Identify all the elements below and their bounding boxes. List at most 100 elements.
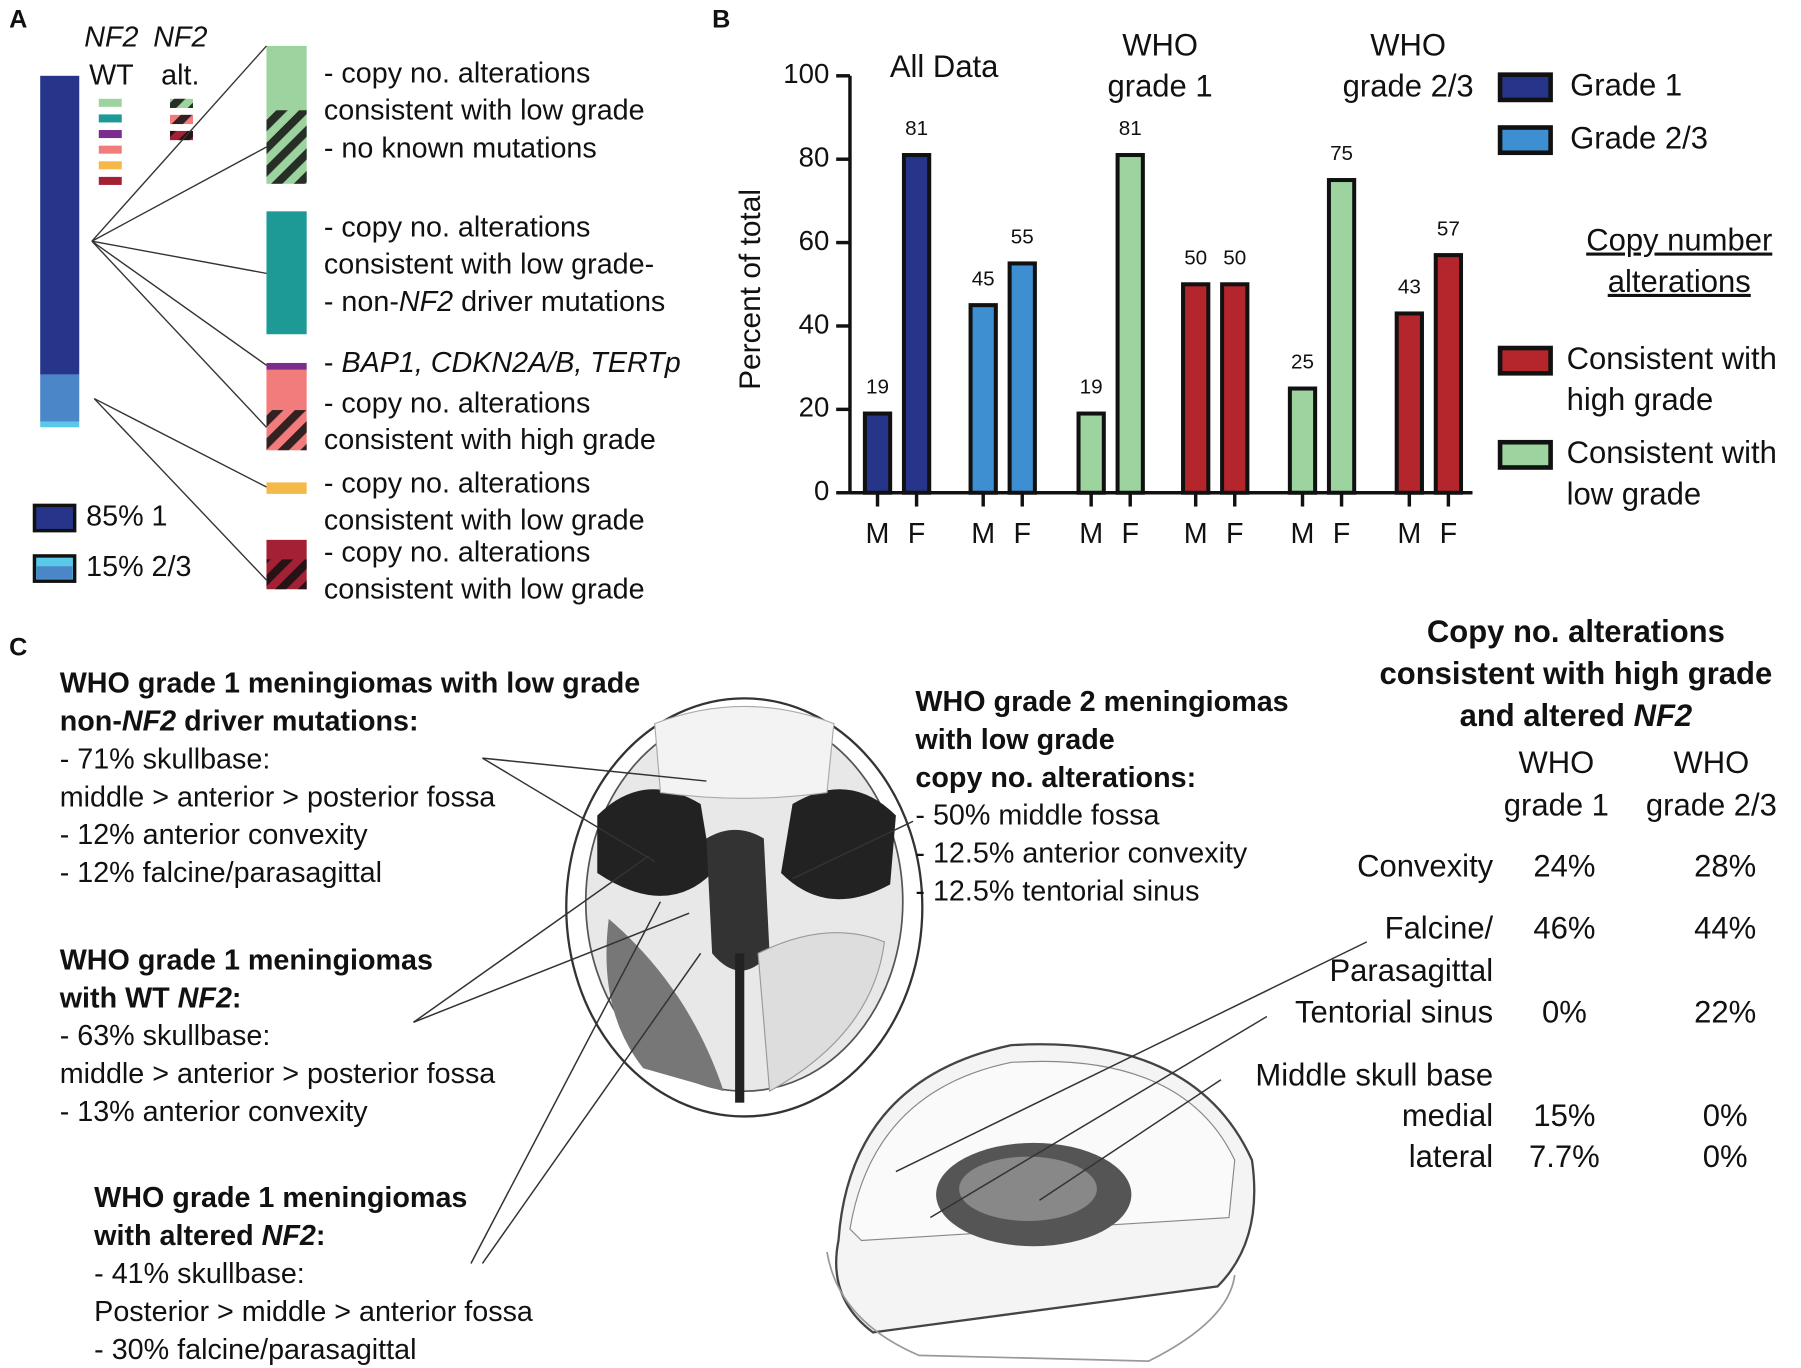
text-segment: - copy no. alterations <box>324 211 590 243</box>
skull-illustration <box>565 697 924 1118</box>
block-heading: with low grade <box>914 723 1114 755</box>
row-label: Middle skull base <box>1255 1058 1493 1093</box>
text-segment: - copy no. alterations <box>324 467 590 499</box>
text-segment: middle > anterior > posterior fossa <box>60 1058 496 1090</box>
connector <box>91 240 267 366</box>
x-tick-label: M <box>866 518 890 550</box>
type-hatch <box>266 110 307 184</box>
table-title: Copy no. alterations <box>1427 614 1725 649</box>
y-tick-label: 20 <box>799 392 830 423</box>
text-segment: consistent with high grade <box>1380 656 1773 691</box>
row-label: Convexity <box>1357 849 1494 884</box>
legend-swatch <box>32 503 77 533</box>
value-label: 57 <box>1437 217 1460 240</box>
group-label: WHO <box>1370 27 1446 62</box>
value-label: 45 <box>972 267 995 290</box>
legend-label: Grade 2/3 <box>1570 120 1708 155</box>
text-segment: WHO grade 1 meningiomas with low grade <box>60 667 641 699</box>
x-tick-label: M <box>1397 518 1421 550</box>
text-segment: BAP1, CDKN2A/B, TERTp <box>341 347 680 379</box>
column-header: NF2 <box>84 22 138 54</box>
text-segment: consistent with high grade <box>324 424 656 456</box>
text-segment: non- <box>60 705 122 737</box>
block-heading: WHO grade 2 meningiomas <box>915 686 1288 718</box>
y-tick-label: 0 <box>814 475 829 506</box>
row-label: Falcine/ <box>1385 911 1494 946</box>
alt-hatch <box>169 98 193 108</box>
alt-hatch <box>169 114 193 125</box>
value-label: 43 <box>1398 276 1421 299</box>
bar <box>1287 386 1318 495</box>
description-line: consistent with high grade <box>324 424 656 456</box>
text-segment: consistent with low grade- <box>324 248 654 280</box>
legend-label: 85% 1 <box>86 501 167 533</box>
x-tick-label: F <box>1121 518 1139 550</box>
text-segment: - 12% anterior convexity <box>60 819 369 851</box>
block-item: Posterior > middle > anterior fossa <box>94 1295 533 1327</box>
group-label: WHO <box>1122 27 1198 62</box>
bar <box>968 303 998 495</box>
text-segment: - 12.5% anterior convexity <box>915 837 1247 869</box>
text-segment: driver mutations: <box>176 705 418 737</box>
text-segment: WHO grade 1 meningiomas <box>60 944 433 976</box>
text-segment: NF2 <box>178 982 232 1014</box>
text-segment: - no known mutations <box>324 132 597 164</box>
group-label: All Data <box>890 49 999 84</box>
text-segment: - 41% skullbase: <box>94 1258 305 1290</box>
block-item: - 12% anterior convexity <box>60 819 369 851</box>
description-line: consistent with low grade <box>324 573 645 605</box>
description-line: - copy no. alterations <box>324 211 590 243</box>
description-line: consistent with low grade <box>324 94 645 126</box>
connector <box>91 146 267 242</box>
table-cell: 44% <box>1694 911 1756 946</box>
block-heading: with WT NF2: <box>59 982 242 1014</box>
x-tick-label: F <box>908 518 926 550</box>
y-tick-label: 100 <box>783 58 829 89</box>
description-line: - no known mutations <box>324 132 597 164</box>
x-tick-label: M <box>1291 518 1315 550</box>
text-segment: : <box>232 982 242 1014</box>
text-segment: NF2 <box>1634 698 1693 733</box>
legend-label: Consistent with <box>1567 435 1777 470</box>
value-label: 19 <box>1080 376 1103 399</box>
row-label: lateral <box>1409 1139 1493 1174</box>
text-segment: consistent with low grade <box>324 573 645 605</box>
bar <box>1181 282 1211 495</box>
value-label: 19 <box>866 376 889 399</box>
description-line: - BAP1, CDKN2A/B, TERTp <box>324 347 681 379</box>
text-segment: - copy no. alterations <box>324 387 590 419</box>
wt-swatch <box>98 161 122 170</box>
row-label: medial <box>1402 1098 1493 1133</box>
text-segment: - <box>324 347 342 379</box>
x-tick-label: F <box>1440 518 1458 550</box>
text-segment: with altered <box>93 1220 261 1252</box>
stack-segment <box>40 421 80 428</box>
wt-swatch <box>98 130 122 139</box>
column-header: NF2 <box>153 22 207 54</box>
description-line: consistent with low grade- <box>324 248 654 280</box>
value-label: 81 <box>1119 117 1142 140</box>
legend-swatch <box>1497 345 1553 376</box>
text-segment: WHO grade 1 meningiomas <box>94 1182 467 1214</box>
brain-illustration <box>826 1043 1256 1362</box>
legend-label: high grade <box>1567 382 1714 417</box>
description-line: - copy no. alterations <box>324 536 590 568</box>
wt-swatch <box>98 176 122 185</box>
value-label: 81 <box>905 117 928 140</box>
table-cell: 0% <box>1542 994 1587 1029</box>
legend-swatch <box>1497 439 1553 470</box>
table-cell: 46% <box>1533 911 1595 946</box>
table-cell: 0% <box>1703 1098 1748 1133</box>
connector <box>91 240 267 275</box>
description-line: - copy no. alterations <box>324 387 590 419</box>
block-item: - 12% falcine/parasagittal <box>60 857 382 889</box>
block-heading: copy no. alterations: <box>915 761 1196 793</box>
block-item: - 12.5% anterior convexity <box>915 837 1247 869</box>
column-header: grade 2/3 <box>1646 788 1777 823</box>
legend-label: low grade <box>1567 476 1701 511</box>
block-item: - 41% skullbase: <box>94 1258 305 1290</box>
text-segment: WHO grade 2 meningiomas <box>915 686 1288 718</box>
connector <box>91 45 267 242</box>
y-axis-label: Percent of total <box>734 189 767 390</box>
